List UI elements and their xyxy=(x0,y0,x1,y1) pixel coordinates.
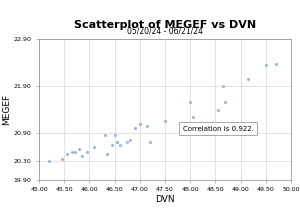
Title: Scatterplot of MEGEF vs DVN: Scatterplot of MEGEF vs DVN xyxy=(74,20,256,30)
Point xyxy=(85,150,89,153)
Point xyxy=(59,157,64,160)
Text: 05/20/24 - 06/21/24: 05/20/24 - 06/21/24 xyxy=(127,27,203,36)
Point xyxy=(73,150,78,153)
Point xyxy=(92,145,97,149)
Point xyxy=(125,140,130,144)
Point xyxy=(47,159,52,163)
Point xyxy=(274,62,278,65)
Y-axis label: MEGEF: MEGEF xyxy=(2,94,11,125)
Point xyxy=(127,138,132,142)
Text: Correlation is 0.922.: Correlation is 0.922. xyxy=(183,125,254,132)
Point xyxy=(263,63,268,67)
Point xyxy=(178,121,182,124)
Point xyxy=(246,77,250,81)
X-axis label: DVN: DVN xyxy=(155,195,175,204)
Point xyxy=(115,140,119,144)
Point xyxy=(80,154,84,158)
Point xyxy=(132,126,137,130)
Point xyxy=(215,108,220,111)
Point xyxy=(188,101,193,104)
Point xyxy=(77,147,82,151)
Point xyxy=(105,152,110,156)
Point xyxy=(112,133,117,137)
Point xyxy=(137,122,142,125)
Point xyxy=(110,143,115,146)
Point xyxy=(220,84,225,88)
Point xyxy=(117,143,122,146)
Point xyxy=(102,133,107,137)
Point xyxy=(163,119,167,123)
Point xyxy=(64,152,69,156)
Point xyxy=(223,101,228,104)
Point xyxy=(69,150,74,153)
Point xyxy=(148,140,152,144)
Point xyxy=(145,124,150,128)
Point xyxy=(190,115,195,118)
